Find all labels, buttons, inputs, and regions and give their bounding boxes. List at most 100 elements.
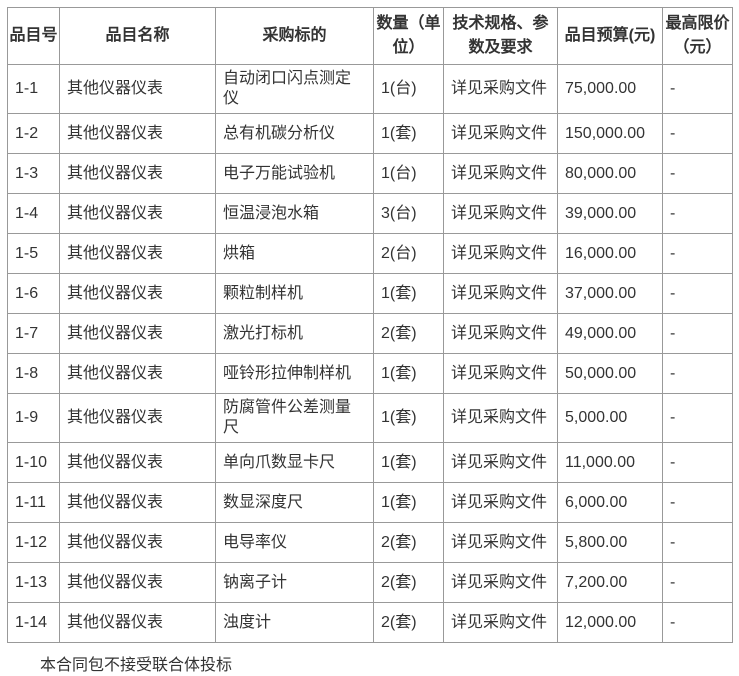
- cell-item-no: 1-3: [7, 153, 60, 194]
- cell-budget: 75,000.00: [557, 64, 663, 114]
- cell-item-name: 其他仪器仪表: [59, 353, 216, 394]
- cell-subject: 钠离子计: [215, 562, 374, 603]
- column-header-price-limit: 最高限价（元）: [662, 7, 733, 65]
- cell-item-name: 其他仪器仪表: [59, 602, 216, 643]
- cell-subject: 恒温浸泡水箱: [215, 193, 374, 234]
- table-row: 1-6 其他仪器仪表 颗粒制样机 1(套) 详见采购文件 37,000.00-: [7, 273, 733, 314]
- cell-quantity: 2(套): [373, 602, 444, 643]
- table-row: 1-5 其他仪器仪表 烘箱 2(台) 详见采购文件 16,000.00-: [7, 233, 733, 274]
- table-row: 1-8 其他仪器仪表 哑铃形拉伸制样机 1(套) 详见采购文件 50,000.00-: [7, 353, 733, 394]
- cell-item-name: 其他仪器仪表: [59, 233, 216, 274]
- cell-subject: 电导率仪: [215, 522, 374, 563]
- cell-subject: 防腐管件公差测量尺: [215, 393, 374, 443]
- cell-budget: 5,000.00: [557, 393, 663, 443]
- cell-quantity: 1(套): [373, 393, 444, 443]
- column-header-tech-spec: 技术规格、参数及要求: [443, 7, 558, 65]
- cell-budget: 150,000.00: [557, 113, 663, 154]
- cell-subject: 自动闭口闪点测定仪: [215, 64, 374, 114]
- cell-item-name: 其他仪器仪表: [59, 522, 216, 563]
- cell-item-no: 1-13: [7, 562, 60, 603]
- cell-subject: 颗粒制样机: [215, 273, 374, 314]
- cell-price-limit: -: [662, 522, 733, 563]
- cell-quantity: 2(套): [373, 562, 444, 603]
- cell-price-limit: -: [662, 602, 733, 643]
- cell-subject: 烘箱: [215, 233, 374, 274]
- cell-tech-spec: 详见采购文件: [443, 482, 558, 523]
- cell-item-no: 1-11: [7, 482, 60, 523]
- cell-quantity: 1(套): [373, 482, 444, 523]
- cell-item-no: 1-14: [7, 602, 60, 643]
- cell-quantity: 1(套): [373, 113, 444, 154]
- cell-tech-spec: 详见采购文件: [443, 64, 558, 114]
- cell-budget: 37,000.00: [557, 273, 663, 314]
- cell-price-limit: -: [662, 273, 733, 314]
- cell-subject: 单向爪数显卡尺: [215, 442, 374, 483]
- cell-budget: 6,000.00: [557, 482, 663, 523]
- cell-budget: 11,000.00: [557, 442, 663, 483]
- cell-tech-spec: 详见采购文件: [443, 193, 558, 234]
- column-header-item-no: 品目号: [7, 7, 60, 65]
- cell-price-limit: -: [662, 113, 733, 154]
- table-row: 1-1 其他仪器仪表 自动闭口闪点测定仪 1(台) 详见采购文件 75,000.00-: [7, 64, 733, 114]
- table-row: 1-14 其他仪器仪表 浊度计 2(套) 详见采购文件 12,000.00-: [7, 602, 733, 643]
- cell-item-name: 其他仪器仪表: [59, 482, 216, 523]
- cell-budget: 39,000.00: [557, 193, 663, 234]
- table-header-row: 品目号 品目名称 采购标的 数量（单位） 技术规格、参数及要求 品目预算(元) 最高限价（元…: [7, 7, 733, 65]
- table-row: 1-4 其他仪器仪表 恒温浸泡水箱 3(台) 详见采购文件 39,000.00-: [7, 193, 733, 234]
- cell-item-name: 其他仪器仪表: [59, 562, 216, 603]
- cell-item-name: 其他仪器仪表: [59, 153, 216, 194]
- cell-tech-spec: 详见采购文件: [443, 273, 558, 314]
- cell-quantity: 1(套): [373, 442, 444, 483]
- cell-price-limit: -: [662, 562, 733, 603]
- cell-quantity: 2(套): [373, 522, 444, 563]
- cell-price-limit: -: [662, 193, 733, 234]
- cell-quantity: 2(套): [373, 313, 444, 354]
- cell-tech-spec: 详见采购文件: [443, 442, 558, 483]
- cell-item-no: 1-2: [7, 113, 60, 154]
- cell-price-limit: -: [662, 233, 733, 274]
- cell-budget: 5,800.00: [557, 522, 663, 563]
- cell-item-name: 其他仪器仪表: [59, 193, 216, 234]
- cell-quantity: 1(台): [373, 64, 444, 114]
- table-header: 品目号 品目名称 采购标的 数量（单位） 技术规格、参数及要求 品目预算(元) 最高限价（元…: [7, 7, 733, 65]
- cell-budget: 80,000.00: [557, 153, 663, 194]
- cell-item-no: 1-6: [7, 273, 60, 314]
- cell-quantity: 3(台): [373, 193, 444, 234]
- table-row: 1-9 其他仪器仪表 防腐管件公差测量尺 1(套) 详见采购文件 5,000.00-: [7, 393, 733, 443]
- cell-quantity: 1(套): [373, 353, 444, 394]
- table-row: 1-3 其他仪器仪表 电子万能试验机 1(台) 详见采购文件 80,000.00-: [7, 153, 733, 194]
- cell-tech-spec: 详见采购文件: [443, 522, 558, 563]
- cell-item-no: 1-8: [7, 353, 60, 394]
- cell-budget: 49,000.00: [557, 313, 663, 354]
- cell-subject: 哑铃形拉伸制样机: [215, 353, 374, 394]
- cell-tech-spec: 详见采购文件: [443, 393, 558, 443]
- column-header-quantity: 数量（单位）: [373, 7, 444, 65]
- cell-price-limit: -: [662, 153, 733, 194]
- cell-tech-spec: 详见采购文件: [443, 233, 558, 274]
- cell-subject: 激光打标机: [215, 313, 374, 354]
- procurement-items-table: 品目号 品目名称 采购标的 数量（单位） 技术规格、参数及要求 品目预算(元) 最高限价（元…: [7, 7, 733, 643]
- table-row: 1-11 其他仪器仪表 数显深度尺 1(套) 详见采购文件 6,000.00-: [7, 482, 733, 523]
- column-header-budget: 品目预算(元): [557, 7, 663, 65]
- cell-tech-spec: 详见采购文件: [443, 562, 558, 603]
- cell-tech-spec: 详见采购文件: [443, 602, 558, 643]
- cell-subject: 浊度计: [215, 602, 374, 643]
- cell-item-no: 1-12: [7, 522, 60, 563]
- cell-price-limit: -: [662, 393, 733, 443]
- cell-tech-spec: 详见采购文件: [443, 313, 558, 354]
- cell-quantity: 2(台): [373, 233, 444, 274]
- table-body: 1-1 其他仪器仪表 自动闭口闪点测定仪 1(台) 详见采购文件 75,000.00-1-…: [7, 64, 733, 643]
- cell-tech-spec: 详见采购文件: [443, 113, 558, 154]
- cell-item-name: 其他仪器仪表: [59, 64, 216, 114]
- column-header-item-name: 品目名称: [59, 7, 216, 65]
- cell-quantity: 1(套): [373, 273, 444, 314]
- cell-price-limit: -: [662, 353, 733, 394]
- cell-item-name: 其他仪器仪表: [59, 113, 216, 154]
- table-row: 1-12 其他仪器仪表 电导率仪 2(套) 详见采购文件 5,800.00-: [7, 522, 733, 563]
- cell-item-no: 1-1: [7, 64, 60, 114]
- cell-item-no: 1-9: [7, 393, 60, 443]
- cell-item-name: 其他仪器仪表: [59, 273, 216, 314]
- cell-price-limit: -: [662, 442, 733, 483]
- cell-item-no: 1-10: [7, 442, 60, 483]
